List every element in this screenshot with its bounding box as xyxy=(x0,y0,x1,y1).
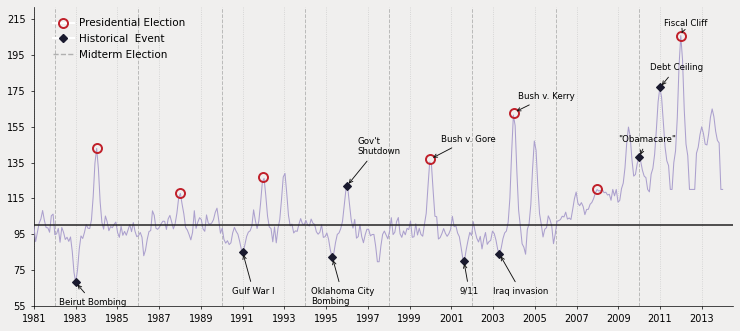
Text: Fiscal Cliff: Fiscal Cliff xyxy=(665,19,707,33)
Text: Gov't
Shutdown: Gov't Shutdown xyxy=(349,137,400,183)
Text: Bush v. Gore: Bush v. Gore xyxy=(434,135,496,157)
Text: Iraq invasion: Iraq invasion xyxy=(493,257,548,296)
Text: 9/11: 9/11 xyxy=(460,265,479,296)
Legend: Presidential Election, Historical  Event, Midterm Election: Presidential Election, Historical Event,… xyxy=(50,15,188,63)
Text: "Obamacare": "Obamacare" xyxy=(618,135,676,154)
Text: Bush v. Kerry: Bush v. Kerry xyxy=(517,92,575,111)
Text: Gulf War I: Gulf War I xyxy=(232,256,275,296)
Text: Beirut Bombing: Beirut Bombing xyxy=(59,285,127,307)
Text: Debt Ceiling: Debt Ceiling xyxy=(650,63,703,84)
Text: Oklahoma City
Bombing: Oklahoma City Bombing xyxy=(312,261,375,307)
